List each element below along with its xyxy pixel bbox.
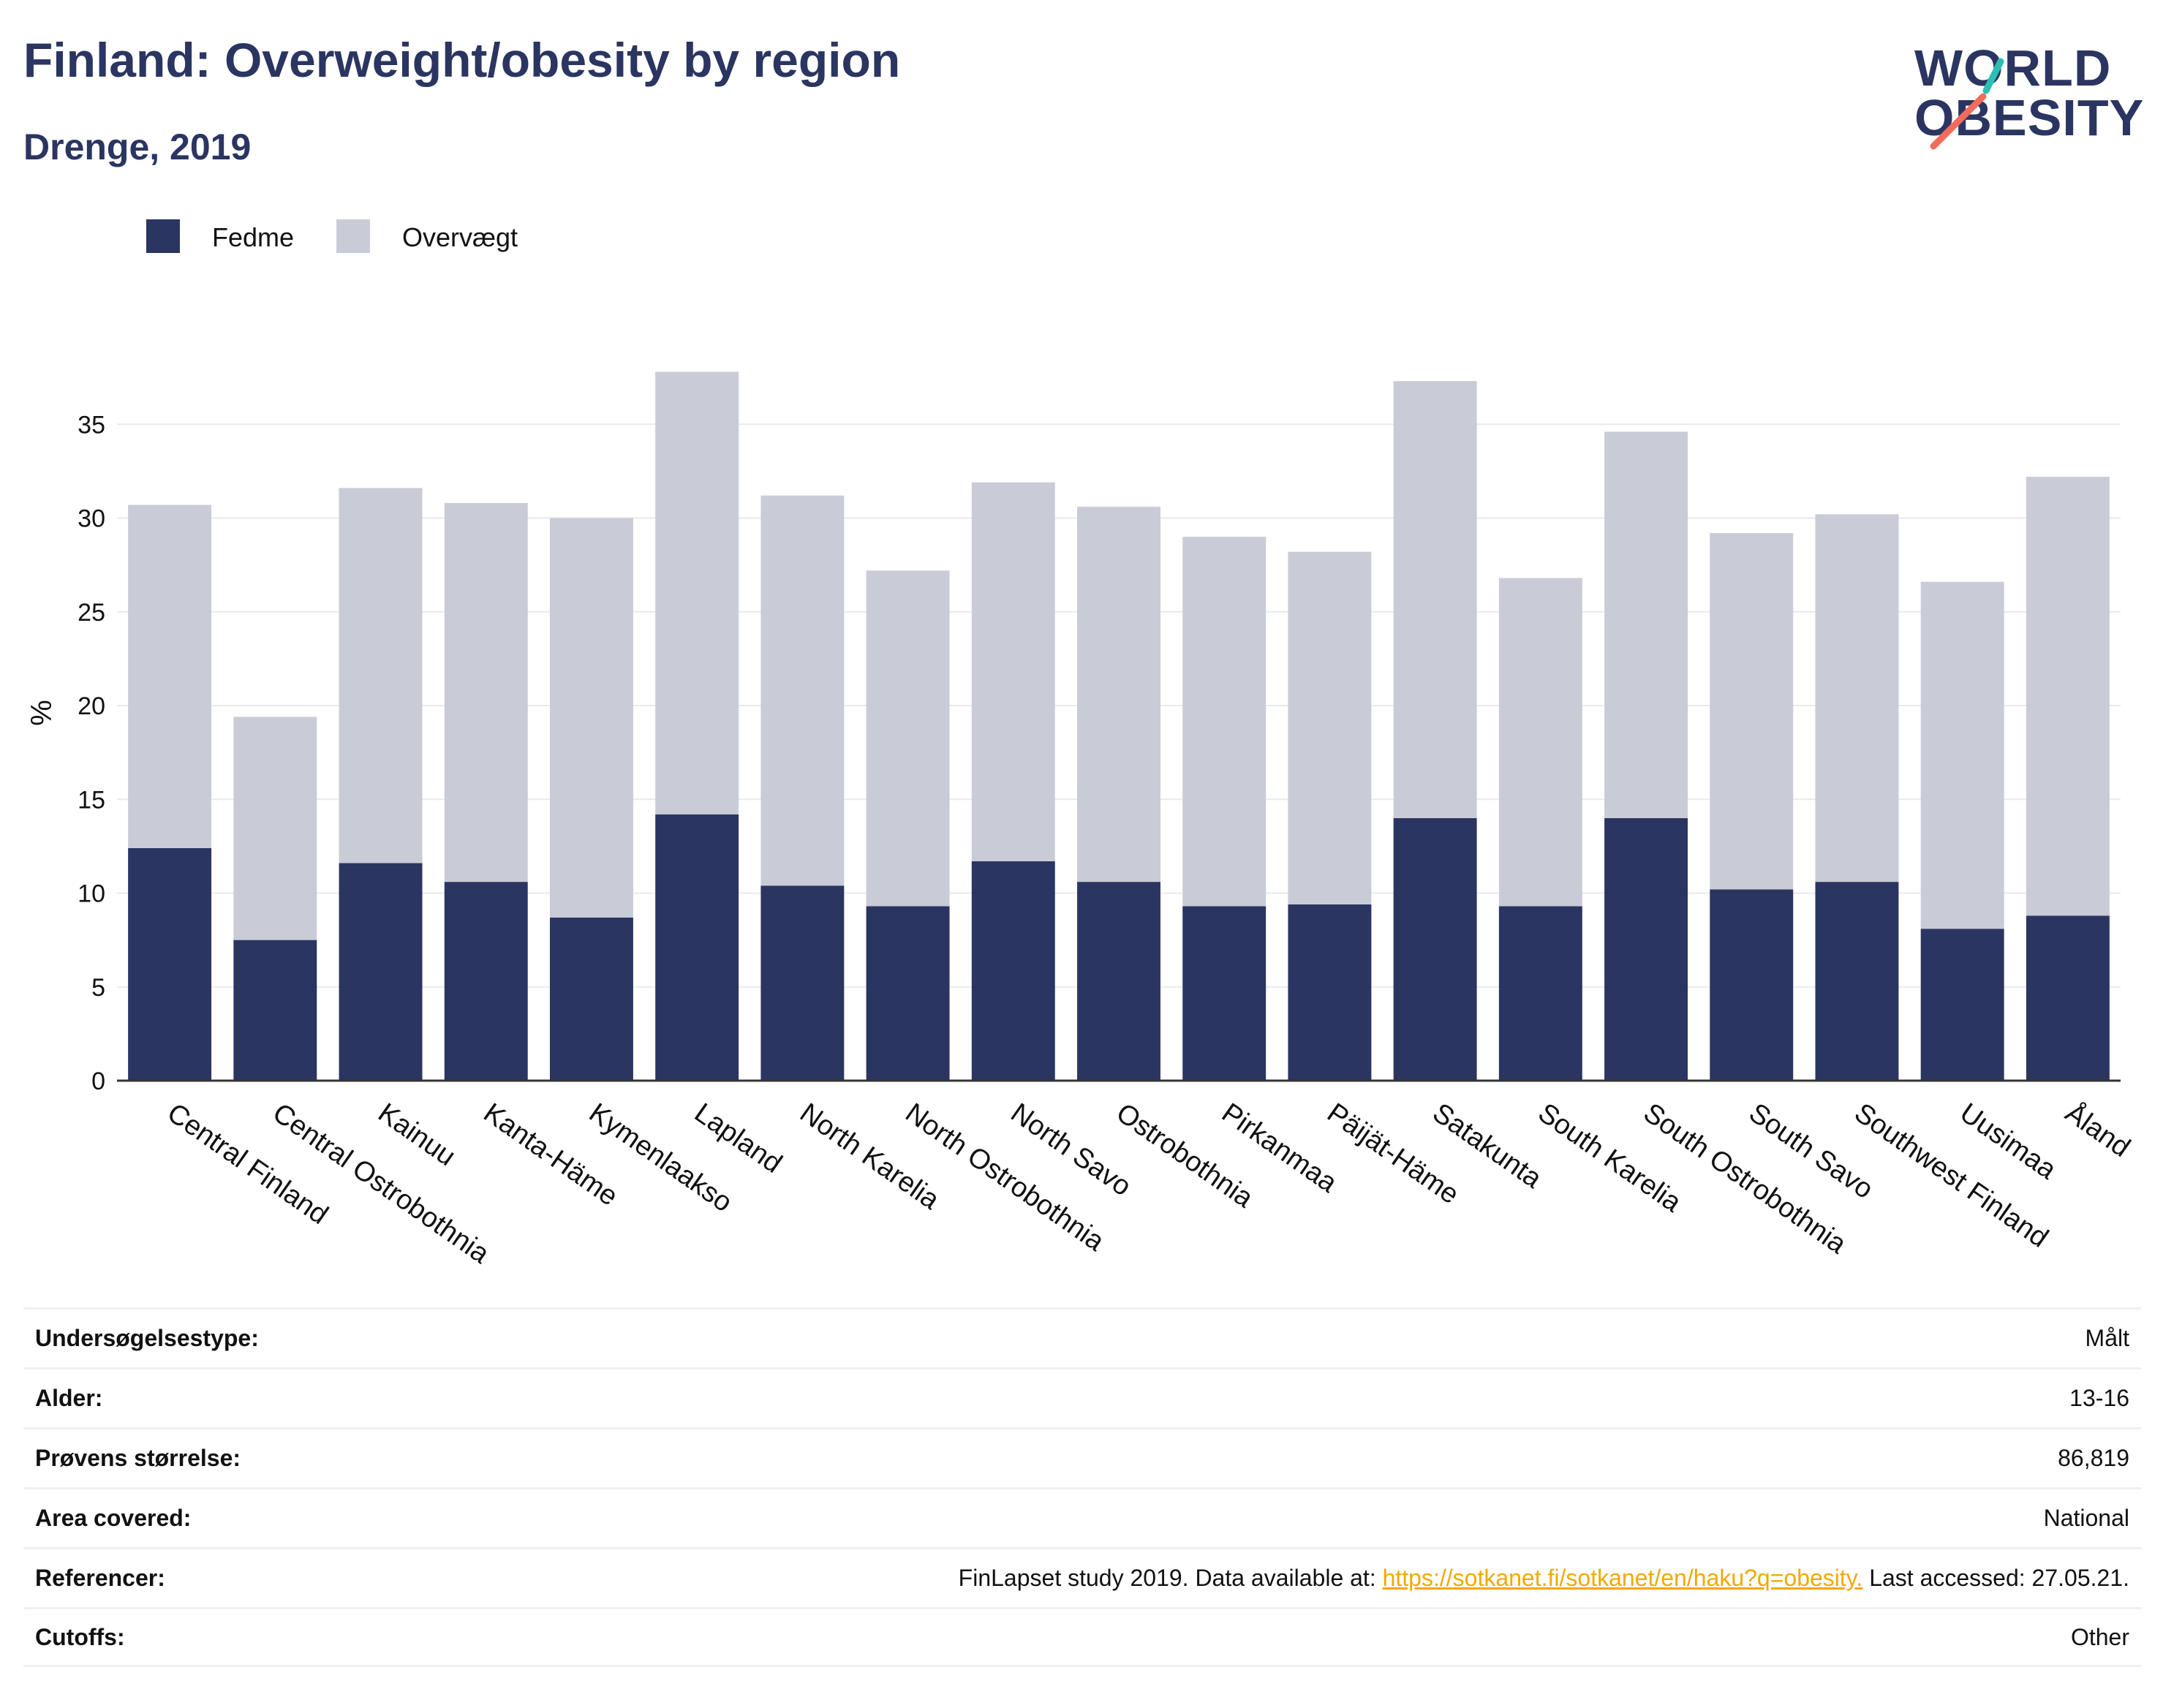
reference-accessed: Last accessed: 27.05.21.: [1862, 1565, 2129, 1591]
bar-overvaegt: [549, 518, 633, 918]
y-tick-label: 30: [78, 505, 105, 533]
meta-value: Målt: [2085, 1325, 2129, 1351]
bar-fedme: [549, 917, 633, 1081]
reference-link[interactable]: https://sotkanet.fi/sotkanet/en/haku?q=o…: [1382, 1565, 1863, 1591]
meta-value: 13-16: [2069, 1385, 2129, 1411]
logo-line-1: WORLD: [1914, 39, 2112, 97]
logo-line-2: OBESITY: [1914, 89, 2145, 146]
bar-overvaegt: [1498, 578, 1582, 907]
legend-label: Fedme: [212, 222, 294, 252]
y-tick-label: 0: [91, 1068, 105, 1095]
bar-fedme: [1710, 889, 1794, 1081]
bar-fedme: [1604, 817, 1688, 1081]
page-subtitle: Drenge, 2019: [23, 126, 252, 167]
y-tick-label: 25: [78, 599, 105, 627]
bar-fedme: [444, 882, 528, 1081]
x-tick-label: North Ostrobothnia: [899, 1097, 1110, 1258]
meta-label: Alder:: [35, 1385, 103, 1411]
y-tick-label: 10: [78, 880, 105, 908]
bar-fedme: [339, 863, 423, 1081]
world-obesity-logo: WORLD OBESITY: [1901, 37, 2143, 154]
page-title: Finland: Overweight/obesity by region: [23, 33, 901, 87]
bar-overvaegt: [233, 717, 317, 940]
meta-row-sample-size: Prøvens størrelse: 86,819: [23, 1427, 2141, 1487]
x-tick-label: Southwest Finland: [1849, 1097, 2053, 1254]
bar-fedme: [1393, 817, 1477, 1081]
meta-label: Prøvens størrelse:: [35, 1445, 241, 1471]
bar-fedme: [1182, 906, 1267, 1081]
meta-value: FinLapset study 2019. Data available at:…: [959, 1565, 2129, 1592]
meta-label: Area covered:: [35, 1505, 192, 1531]
reference-text: FinLapset study 2019. Data available at:: [958, 1565, 1383, 1591]
bar-overvaegt: [1815, 514, 1899, 883]
bar-overvaegt: [2026, 477, 2110, 916]
meta-label: Cutoffs:: [35, 1623, 125, 1650]
meta-row-cutoffs: Cutoffs: Other: [23, 1607, 2141, 1667]
bar-overvaegt: [971, 482, 1055, 861]
meta-row-references: Referencer: FinLapset study 2019. Data a…: [23, 1547, 2141, 1607]
meta-row-age: Alder: 13-16: [23, 1367, 2141, 1427]
logo-slash-icon: [1930, 58, 2004, 150]
bar-fedme: [1815, 882, 1899, 1081]
bar-fedme: [866, 906, 950, 1081]
bar-fedme: [128, 847, 212, 1081]
bar-fedme: [971, 861, 1055, 1081]
meta-label: Referencer:: [35, 1565, 165, 1591]
bar-fedme: [1498, 906, 1582, 1081]
bar-fedme: [1920, 929, 2004, 1081]
y-tick-label: 20: [78, 692, 105, 720]
meta-value: Other: [2070, 1623, 2129, 1650]
bar-fedme: [1288, 904, 1372, 1081]
meta-row-area: Area covered: National: [23, 1487, 2141, 1547]
x-tick-label: Kainuu: [372, 1097, 461, 1172]
bar-fedme: [233, 940, 317, 1081]
legend-swatch-fedme: [146, 219, 180, 253]
meta-label: Undersøgelsestype:: [35, 1325, 259, 1351]
y-axis-label: %: [26, 700, 58, 726]
meta-value: 86,819: [2058, 1445, 2129, 1471]
bar-overvaegt: [444, 502, 528, 883]
bar-overvaegt: [866, 570, 950, 907]
x-tick-label: Lapland: [689, 1097, 788, 1179]
legend-label: Overvægt: [402, 222, 518, 252]
bar-fedme: [655, 814, 739, 1081]
bar-fedme: [760, 885, 845, 1081]
bar-overvaegt: [1288, 551, 1372, 904]
bar-overvaegt: [1920, 581, 2004, 929]
bar-overvaegt: [760, 495, 845, 886]
bar-overvaegt: [1710, 533, 1794, 890]
bar-fedme: [1077, 882, 1160, 1081]
legend-swatch-overvaegt: [336, 219, 370, 253]
bar-overvaegt: [339, 488, 423, 864]
bar-overvaegt: [1393, 381, 1477, 818]
y-tick-label: 35: [78, 411, 105, 439]
bar-overvaegt: [1182, 537, 1267, 907]
meta-row-survey-type: Undersøgelsestype: Målt: [23, 1307, 2141, 1367]
y-tick-label: 5: [91, 974, 105, 1002]
x-tick-label: Åland: [2060, 1096, 2137, 1163]
bar-overvaegt: [655, 371, 739, 815]
y-tick-label: 15: [78, 786, 105, 814]
bar-fedme: [2026, 915, 2110, 1081]
bar-overvaegt: [1604, 431, 1688, 818]
bar-overvaegt: [1077, 507, 1160, 883]
metadata-table: Undersøgelsestype: Målt Alder: 13-16 Prø…: [23, 1307, 2141, 1667]
bar-overvaegt: [128, 505, 212, 848]
meta-value: National: [2043, 1505, 2129, 1531]
